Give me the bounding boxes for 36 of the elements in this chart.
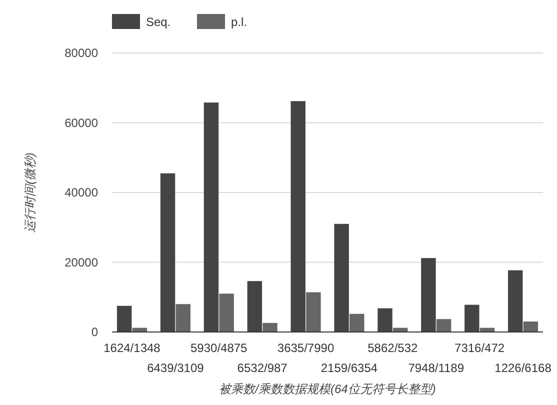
y-axis-title: 运行时间(微秒) bbox=[23, 152, 37, 232]
bar bbox=[306, 292, 321, 332]
bar bbox=[204, 102, 219, 332]
bar bbox=[421, 258, 436, 332]
bar bbox=[464, 304, 480, 332]
legend-label: Seq. bbox=[146, 15, 171, 29]
x-tick-label: 7316/472 bbox=[454, 341, 505, 355]
x-tick-label: 1226/6168 bbox=[494, 361, 552, 375]
x-tick-label: 5930/4875 bbox=[190, 341, 248, 355]
legend-label: p.l. bbox=[231, 15, 248, 29]
x-tick-label: 3635/7990 bbox=[277, 341, 334, 355]
bar bbox=[219, 294, 234, 332]
y-tick-label: 0 bbox=[91, 325, 98, 340]
bar bbox=[290, 101, 306, 332]
bar bbox=[334, 224, 349, 332]
bar bbox=[176, 304, 190, 332]
y-tick-label: 80000 bbox=[64, 46, 98, 60]
x-tick-label: 7948/1189 bbox=[408, 361, 464, 375]
x-tick-label: 6532/987 bbox=[237, 361, 288, 375]
y-tick-label: 20000 bbox=[64, 255, 98, 270]
x-tick-label: 6439/3109 bbox=[147, 361, 204, 375]
bar bbox=[350, 314, 364, 332]
x-tick-label: 2159/6354 bbox=[320, 361, 378, 375]
x-tick-label: 1624/1348 bbox=[104, 341, 161, 355]
bar bbox=[508, 270, 523, 332]
y-tick-label: 40000 bbox=[64, 186, 98, 200]
y-tick-label: 60000 bbox=[64, 116, 98, 130]
bar bbox=[436, 319, 452, 332]
x-tick-label: 5862/532 bbox=[368, 341, 418, 355]
bar bbox=[160, 173, 176, 332]
x-axis-title: 被乘数/乘数数据规模(64位无符号长整型) bbox=[219, 382, 436, 396]
bar bbox=[262, 322, 278, 332]
bar bbox=[247, 281, 262, 332]
bar bbox=[116, 306, 132, 332]
bar bbox=[523, 322, 538, 332]
bar bbox=[378, 308, 392, 332]
